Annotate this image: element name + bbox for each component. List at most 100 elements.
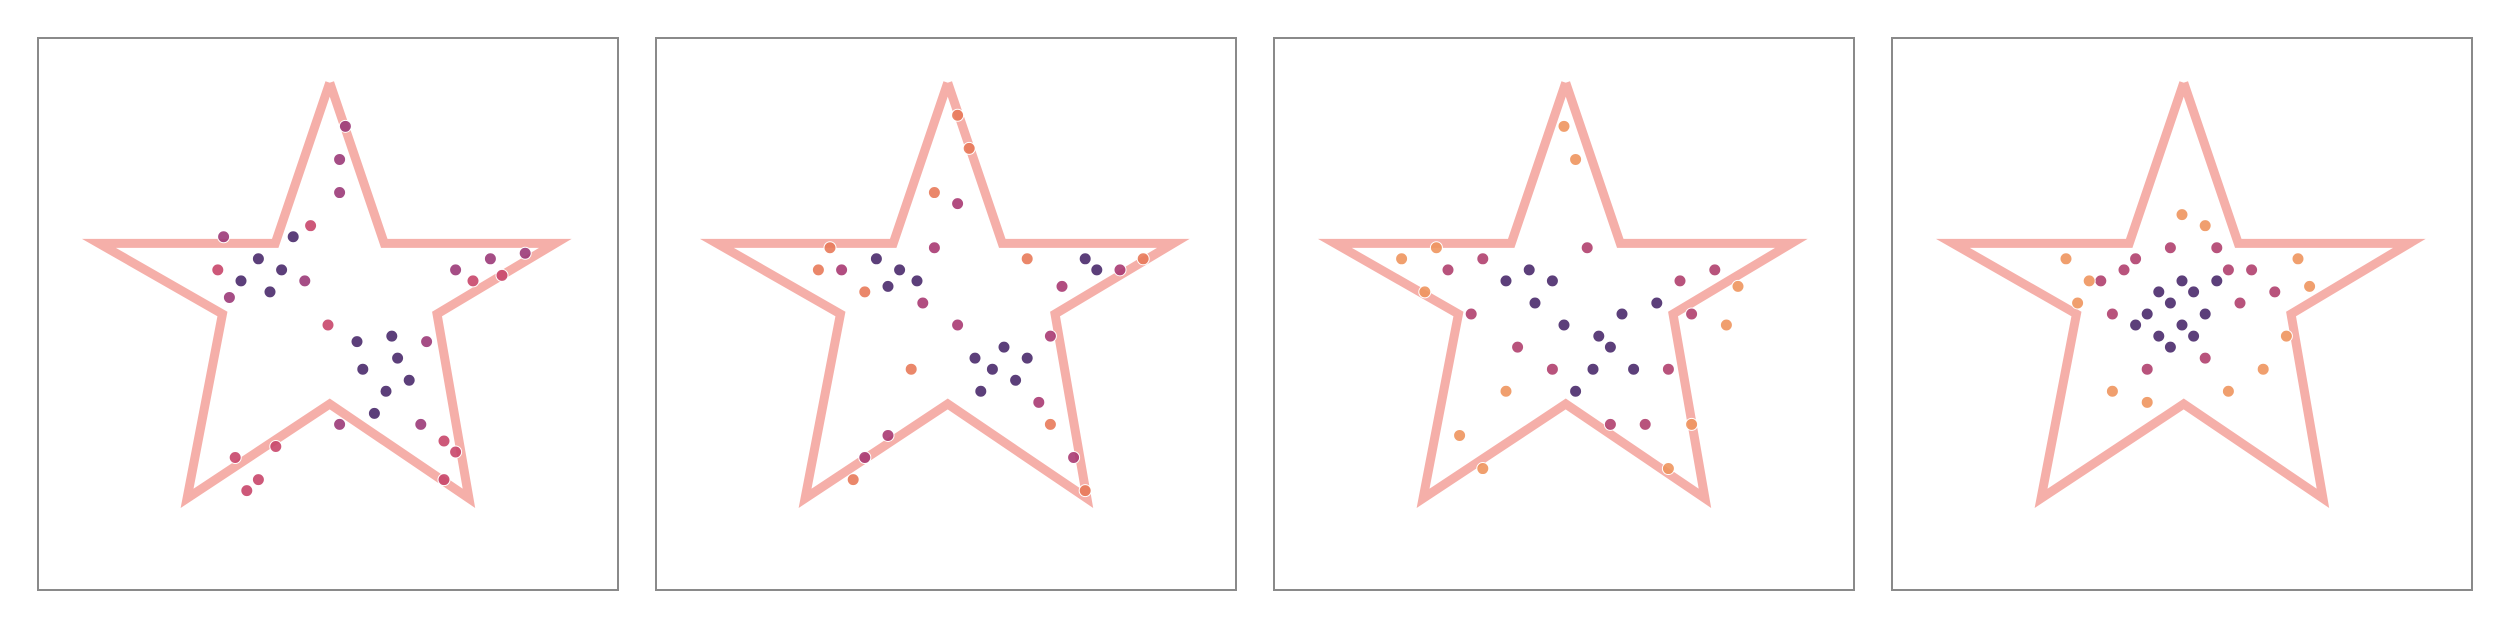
point (1476, 462, 1490, 476)
point (2233, 296, 2247, 310)
point (402, 373, 416, 387)
point (1476, 252, 1490, 266)
point (1499, 274, 1513, 288)
point (2163, 296, 2177, 310)
point (2094, 274, 2108, 288)
point (2175, 318, 2189, 332)
point (2187, 329, 2201, 343)
point (1673, 274, 1687, 288)
point (304, 219, 318, 233)
point (2221, 263, 2235, 277)
point (858, 285, 872, 299)
point (2245, 263, 2259, 277)
point (263, 285, 277, 299)
point (2140, 395, 2154, 409)
point (1009, 373, 1023, 387)
point (211, 263, 225, 277)
point (869, 252, 883, 266)
point (1638, 417, 1652, 431)
point (333, 417, 347, 431)
point (1136, 252, 1150, 266)
point (951, 108, 965, 122)
point (2140, 307, 2154, 321)
point (1067, 451, 1081, 465)
point (286, 230, 300, 244)
point (2163, 241, 2177, 255)
point (881, 428, 895, 442)
point (2291, 252, 2305, 266)
point (2198, 307, 2212, 321)
point (321, 318, 335, 332)
point (1603, 340, 1617, 354)
point (251, 252, 265, 266)
point (350, 335, 364, 349)
point (997, 340, 1011, 354)
point (1453, 428, 1467, 442)
point (910, 274, 924, 288)
point (2152, 329, 2166, 343)
point (2071, 296, 2085, 310)
star-outline (1317, 81, 1808, 509)
point (1020, 351, 1034, 365)
point (2105, 384, 2119, 398)
point (951, 318, 965, 332)
star-outline (699, 81, 1190, 509)
point (518, 246, 532, 260)
point (2268, 285, 2282, 299)
point (951, 197, 965, 211)
point (2187, 285, 2201, 299)
point (1545, 274, 1559, 288)
point (2105, 307, 2119, 321)
point (835, 263, 849, 277)
point (927, 186, 941, 200)
point (1557, 318, 1571, 332)
point (2175, 274, 2189, 288)
point (240, 484, 254, 498)
point (333, 186, 347, 200)
point (495, 268, 509, 282)
point (251, 473, 265, 487)
point (420, 335, 434, 349)
point (391, 351, 405, 365)
point (962, 141, 976, 155)
point (927, 241, 941, 255)
point (449, 445, 463, 459)
point (2129, 318, 2143, 332)
point (1685, 307, 1699, 321)
panel-frame (655, 37, 1237, 591)
point (2117, 263, 2131, 277)
point (1078, 252, 1092, 266)
point (2210, 241, 2224, 255)
point (234, 274, 248, 288)
star-outline (1935, 81, 2426, 509)
point (298, 274, 312, 288)
point (1418, 285, 1432, 299)
point (1522, 263, 1536, 277)
point (1661, 462, 1675, 476)
point (228, 451, 242, 465)
point (1586, 362, 1600, 376)
point (2152, 285, 2166, 299)
point (2210, 274, 2224, 288)
point (338, 119, 352, 133)
point (823, 241, 837, 255)
point (1395, 252, 1409, 266)
point (974, 384, 988, 398)
point (217, 230, 231, 244)
point (1499, 384, 1513, 398)
point (1511, 340, 1525, 354)
point (1043, 417, 1057, 431)
point (1528, 296, 1542, 310)
point (1615, 307, 1629, 321)
point (893, 263, 907, 277)
point (2163, 340, 2177, 354)
point (222, 290, 236, 304)
point (437, 473, 451, 487)
point (1569, 384, 1583, 398)
point (1020, 252, 1034, 266)
point (367, 406, 381, 420)
point (1708, 263, 1722, 277)
point (1464, 307, 1478, 321)
point (1557, 119, 1571, 133)
